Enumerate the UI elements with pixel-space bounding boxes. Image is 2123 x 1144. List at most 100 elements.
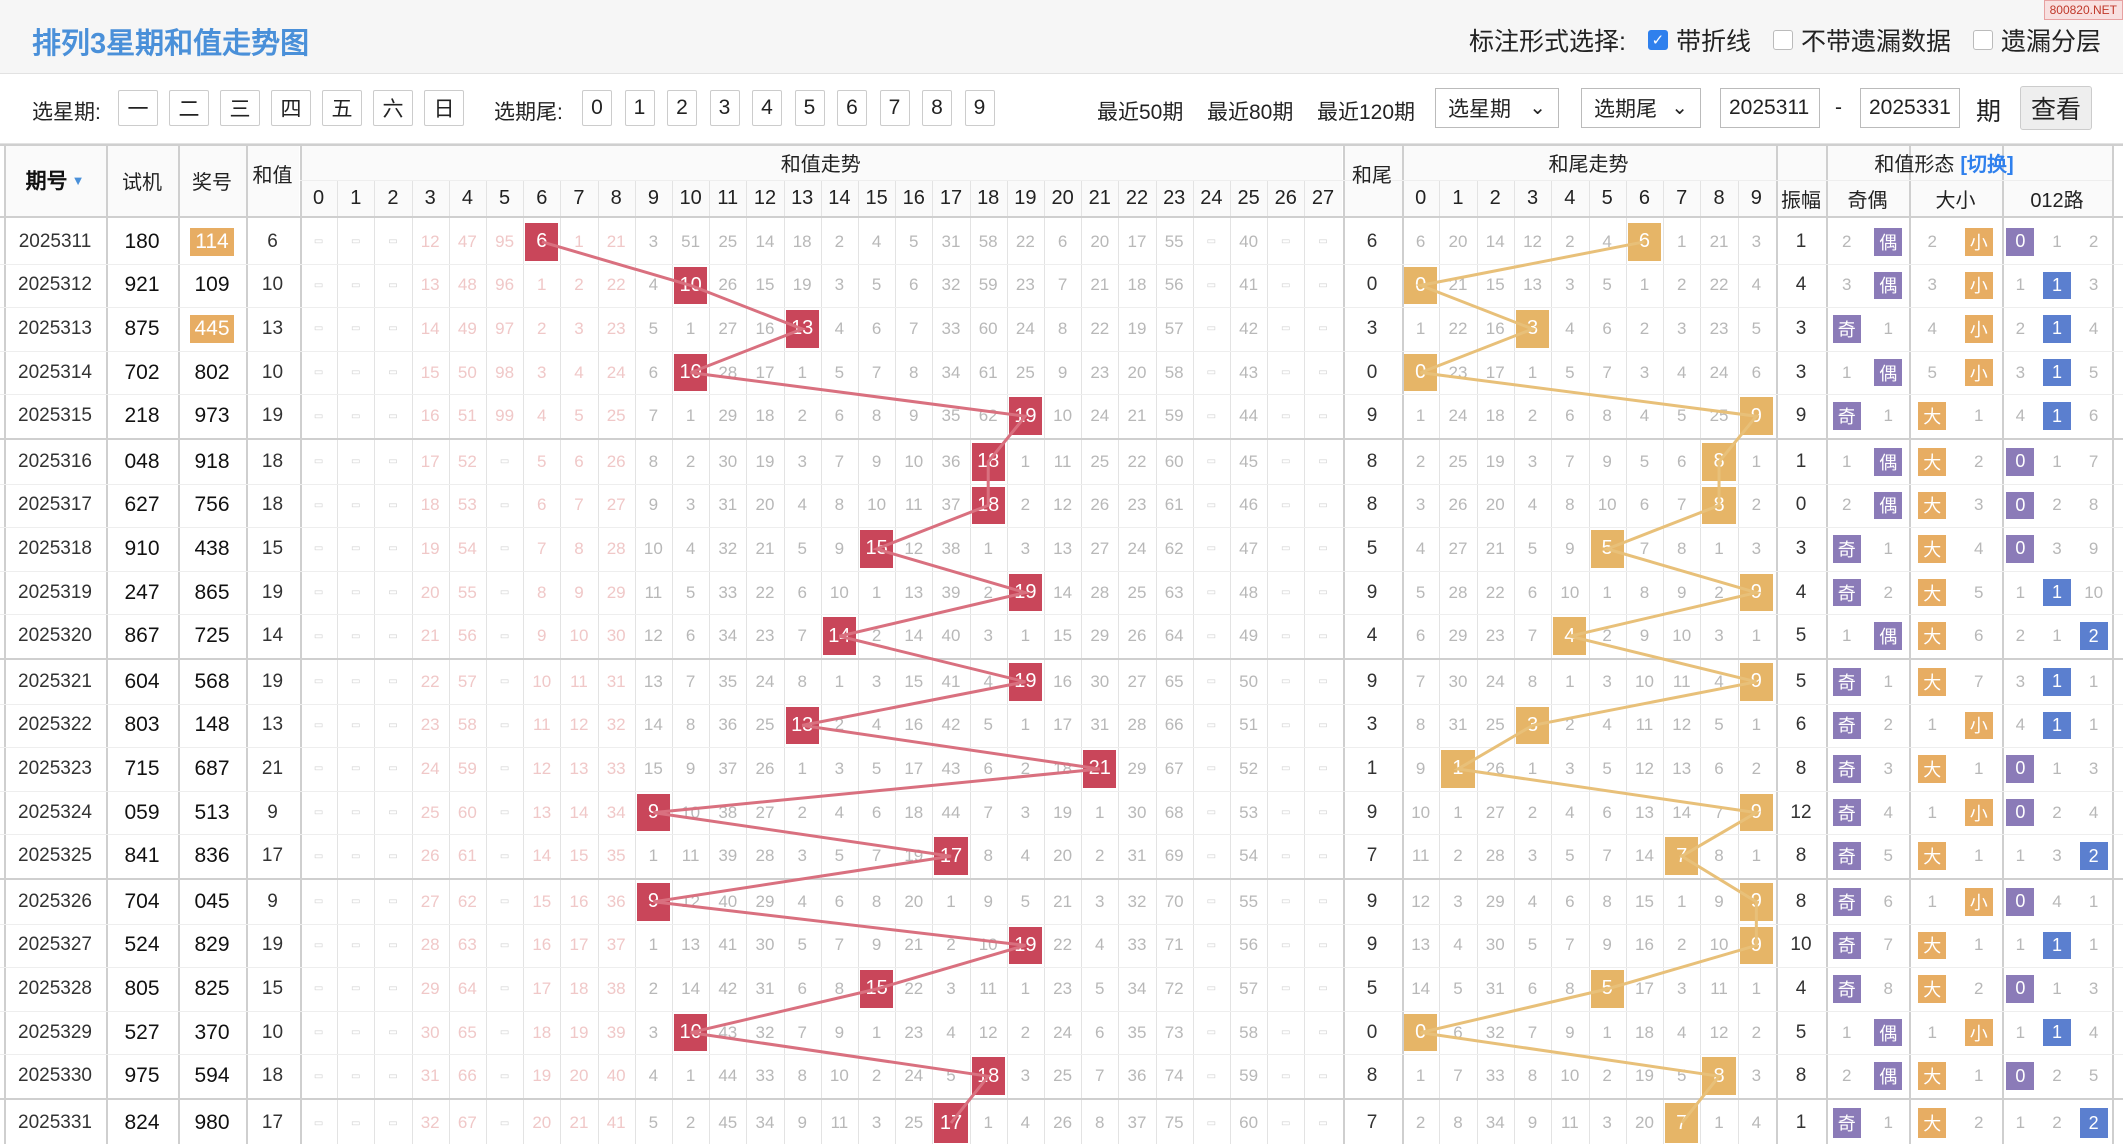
column-divider: [2112, 144, 2114, 1144]
draw-number-cell: 973: [194, 404, 230, 428]
sum-tail-missing-value: 20: [1485, 495, 1505, 515]
sum-missing-value: 37: [718, 758, 738, 778]
sum-tail-missing-value: 25: [1709, 406, 1729, 426]
sum-tail-missing-value: 1: [1751, 451, 1762, 471]
route-012-missing: 1: [2052, 231, 2062, 251]
weekday-button[interactable]: 三: [220, 90, 260, 126]
sum-missing-value: 1: [946, 891, 956, 911]
weekday-button[interactable]: 日: [424, 90, 464, 126]
sum-missing-value: 8: [537, 582, 547, 602]
sum-tail-missing-value: 30: [1485, 935, 1505, 955]
sum-tail-missing-value: 3: [1565, 275, 1575, 295]
weekday-select[interactable]: 选星期 ⌄: [1435, 88, 1559, 128]
sum-missing-value: 44: [718, 1066, 738, 1086]
odd-even-missing: 1: [1883, 318, 1893, 338]
route-012-tag: 0: [2006, 755, 2035, 783]
sum-missing-placeholder: ▭: [1318, 499, 1328, 511]
sum-missing-placeholder: ▭: [499, 587, 510, 599]
sum-missing-placeholder: ▭: [1318, 983, 1328, 995]
sum-missing-placeholder: ▭: [313, 630, 324, 642]
odd-even-tag: 偶: [1874, 448, 1903, 476]
sum-tail-missing-value: 1: [1527, 758, 1538, 778]
sum-tail-missing-value: 6: [1453, 1022, 1463, 1042]
odd-even-tag: 奇: [1832, 798, 1861, 827]
tail-select[interactable]: 选期尾 ⌄: [1581, 88, 1701, 128]
tail-button[interactable]: 4: [752, 90, 782, 126]
query-button[interactable]: 查看: [2020, 86, 2092, 130]
sum-missing-value: 21: [420, 626, 440, 646]
sum-missing-value: 60: [457, 802, 477, 822]
sum-tail-missing-value: 10: [1597, 495, 1617, 515]
tail-button[interactable]: 1: [624, 90, 655, 126]
sum-missing-value: 9: [574, 582, 584, 602]
period-to-input[interactable]: 2025331: [1860, 88, 1960, 128]
column-divider: [246, 144, 248, 1144]
route-012-missing: 1: [2088, 891, 2099, 911]
switch-link[interactable]: [切换]: [1960, 153, 2014, 176]
sum-hit-cell: 10: [674, 266, 708, 305]
quick-range-link[interactable]: 最近120期: [1317, 101, 1416, 124]
sum-missing-value: 8: [685, 715, 696, 735]
sum-missing-value: 10: [569, 626, 589, 646]
weekday-button[interactable]: 五: [322, 90, 362, 126]
page-title: 排列3星期和值走势图: [32, 28, 310, 60]
test-number-cell: 805: [124, 976, 160, 1000]
option-missing-layer[interactable]: 遗漏分层: [1972, 22, 2101, 58]
tail-button[interactable]: 7: [879, 90, 910, 126]
tail-button[interactable]: 0: [582, 90, 612, 126]
tail-button[interactable]: 8: [922, 90, 952, 126]
odd-even-missing: 3: [1842, 275, 1852, 295]
sum-tail-missing-value: 22: [1709, 275, 1729, 295]
sum-missing-placeholder: ▭: [1281, 456, 1291, 468]
tail-button[interactable]: 3: [709, 90, 740, 126]
checkbox-icon[interactable]: [1772, 30, 1793, 50]
weekday-button[interactable]: 六: [373, 90, 413, 126]
period-header[interactable]: 期号 ▼: [4, 144, 106, 216]
sum-tail-missing-value: 9: [1415, 758, 1426, 778]
tail-button[interactable]: 6: [837, 90, 867, 126]
row-divider: [0, 216, 2123, 218]
sum-missing-value: 74: [1164, 1066, 1184, 1086]
draw-number-cell: 594: [194, 1064, 230, 1088]
sum-missing-value: 21: [755, 538, 775, 558]
sum-missing-placeholder: ▭: [1206, 543, 1217, 555]
tail-button[interactable]: 2: [667, 90, 697, 126]
sum-missing-value: 18: [792, 231, 812, 251]
sum-tail-missing-value: 7: [1714, 802, 1724, 822]
sum-tail-header: 和尾: [1352, 164, 1392, 187]
sum-tail-missing-value: 5: [1415, 582, 1426, 602]
sum-missing-value: 2: [797, 802, 807, 822]
quick-range-link[interactable]: 最近80期: [1207, 101, 1294, 124]
tail-button[interactable]: 5: [794, 90, 825, 126]
sum-tail-missing-value: 1: [1415, 1066, 1426, 1086]
sum-missing-value: 4: [537, 406, 547, 426]
sort-desc-icon[interactable]: ▼: [71, 172, 85, 188]
route-012-missing: 1: [2015, 582, 2026, 602]
weekday-button[interactable]: 二: [169, 90, 209, 126]
odd-even-missing: 5: [1883, 846, 1893, 866]
option-with-lines[interactable]: ✓ 带折线: [1647, 22, 1751, 58]
weekday-button[interactable]: 四: [271, 90, 311, 126]
weekday-button[interactable]: 一: [118, 90, 158, 126]
sum-missing-value: 2: [574, 275, 584, 295]
option-no-missing[interactable]: 不带遗漏数据: [1772, 22, 1951, 58]
period-from-input[interactable]: 2025311: [1720, 88, 1820, 128]
route-012-tag: 1: [2043, 578, 2071, 607]
sum-missing-value: 4: [1020, 1113, 1031, 1132]
sum-column-header: 13: [791, 186, 814, 209]
sum-tail-missing-value: 18: [1485, 406, 1505, 426]
sum-missing-placeholder: ▭: [313, 939, 324, 951]
tail-button[interactable]: 9: [964, 90, 995, 126]
quick-range-link[interactable]: 最近50期: [1097, 101, 1184, 124]
period-cell: 2025330: [18, 1065, 92, 1087]
check-icon[interactable]: ✓: [1647, 30, 1668, 50]
sum-cell: 10: [261, 274, 284, 296]
sum-missing-placeholder: ▭: [499, 719, 510, 731]
checkbox-icon[interactable]: [1972, 30, 1993, 50]
period-cell: 2025318: [18, 537, 92, 559]
sum-missing-value: 3: [1020, 802, 1031, 822]
sum-tail-hit-cell: 5: [1590, 970, 1624, 1008]
odd-even-missing: 1: [1842, 626, 1852, 646]
sum-missing-placeholder: ▭: [1206, 719, 1217, 731]
sum-missing-placeholder: ▭: [499, 807, 510, 819]
